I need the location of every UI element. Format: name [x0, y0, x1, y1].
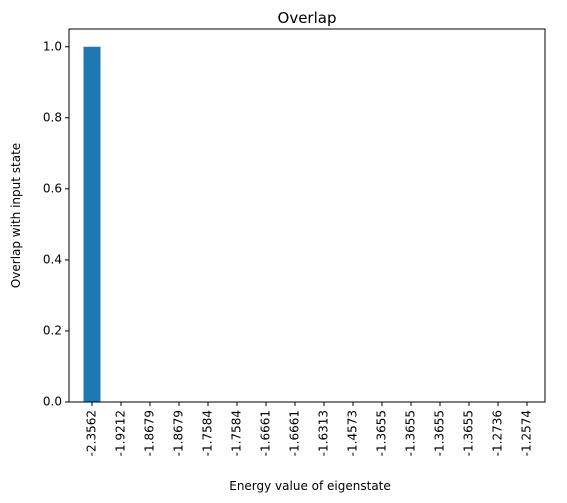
bars-group [83, 46, 101, 403]
x-tick-label: -1.6661 [288, 410, 302, 456]
y-tick-label: 0.2 [43, 323, 62, 337]
x-tick-label: -1.2574 [520, 410, 534, 456]
y-tick-label: 0.4 [43, 252, 62, 266]
x-tick-label: -1.9212 [114, 410, 128, 456]
y-tick-label: 0.6 [43, 181, 62, 195]
x-axis-label: Energy value of eigenstate [229, 479, 391, 493]
x-tick-label: -1.7584 [230, 410, 244, 456]
x-tick-label: -2.3562 [85, 410, 99, 456]
y-tick-label: 0.8 [43, 110, 62, 124]
x-tick-label: -1.4573 [346, 410, 360, 456]
y-tick-label: 0.0 [43, 395, 62, 409]
y-axis-label: Overlap with input state [9, 143, 23, 288]
y-tick-label: 1.0 [43, 39, 62, 53]
x-tick-label: -1.8679 [143, 410, 157, 456]
x-tick-label: -1.6661 [259, 410, 273, 456]
x-tick-label: -1.3655 [404, 410, 418, 456]
bar-0 [83, 46, 101, 403]
x-tick-label: -1.7584 [201, 410, 215, 456]
x-tick-label: -1.6313 [317, 410, 331, 456]
x-tick-label: -1.3655 [375, 410, 389, 456]
x-tick-label: -1.8679 [172, 410, 186, 456]
y-axis: 0.0 0.2 0.4 0.6 0.8 1.0 [43, 39, 69, 409]
x-tick-label: -1.3655 [462, 410, 476, 456]
plot-frame [68, 28, 546, 403]
x-axis: -2.3562 -1.9212 -1.8679 -1.8679 -1.7584 -1.75… [85, 402, 534, 456]
x-tick-label: -1.2736 [491, 410, 505, 456]
x-tick-label: -1.3655 [433, 410, 447, 456]
chart-title: Overlap [278, 9, 337, 27]
